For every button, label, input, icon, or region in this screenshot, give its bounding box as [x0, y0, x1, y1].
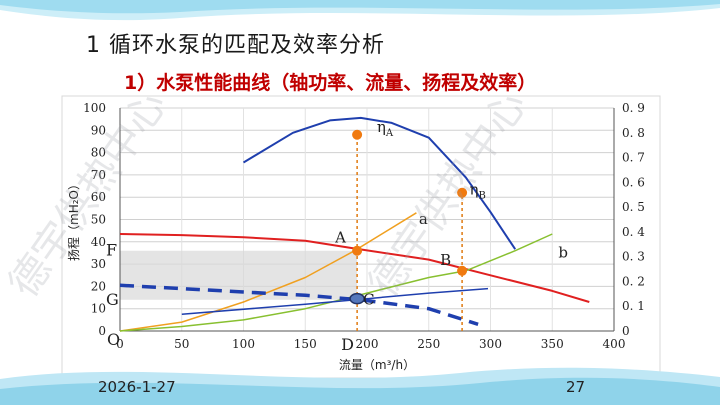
y-right-tick-label: 0. 4: [622, 225, 645, 239]
y-left-tick-label: 30: [91, 257, 106, 271]
decorative-wave-bottom: [0, 367, 720, 405]
point-label-G: G: [106, 290, 119, 309]
x-tick-label: 0: [116, 337, 124, 351]
point-label-F: F: [106, 241, 117, 260]
curve-label-b: b: [558, 243, 568, 261]
y-right-tick-label: 0. 2: [622, 274, 645, 288]
axis-layer: 0 50 100 150 200 250 300 350 4000102030405060708…: [66, 101, 645, 372]
point-label-D: D: [341, 335, 354, 354]
y-left-tick-label: 50: [91, 213, 106, 227]
chart-background: [61, 95, 661, 379]
y-right-tick-label: 0. 1: [622, 299, 645, 313]
curve-label-eta-b: ηB: [470, 181, 486, 202]
series-power-dashed: [119, 283, 479, 326]
footer-date: 2026-1-27: [98, 378, 176, 396]
series-eta: [242, 116, 517, 250]
y-left-tick-label: 70: [91, 168, 106, 182]
y-left-tick-label: 100: [83, 101, 106, 115]
point-label-A: A: [334, 229, 346, 247]
point-label-C: C: [363, 291, 374, 309]
point-C: [349, 292, 365, 305]
point-eta-B: [457, 187, 468, 198]
decorative-wave-top: [0, 0, 720, 21]
y-right-tick-label: 0. 7: [622, 151, 645, 165]
series-power-line: [181, 287, 489, 316]
x-tick-label: 400: [603, 337, 626, 351]
x-tick-label: 200: [356, 337, 379, 351]
x-axis-label: 流量（m³/h）: [339, 358, 415, 372]
slide-subheading: 1）水泵性能曲线（轴功率、流量、扬程及效率）: [124, 72, 537, 94]
y-right-tick-label: 0. 5: [622, 200, 645, 214]
point-label-B: B: [440, 251, 451, 269]
x-tick-label: 150: [294, 337, 317, 351]
slide-heading: 1 循环水泵的匹配及效率分析: [86, 33, 385, 58]
y-left-tick-label: 90: [91, 123, 106, 137]
point-eta-A: [352, 129, 363, 140]
y-left-tick-label: 40: [91, 235, 106, 249]
y-right-tick-label: 0. 9: [622, 101, 645, 115]
curve-label-a: a: [419, 210, 428, 228]
point-label-O: O: [107, 330, 120, 349]
y-left-tick-label: 60: [91, 190, 106, 204]
x-tick-label: 300: [479, 337, 502, 351]
y-left-tick-label: 20: [91, 279, 106, 293]
x-tick-label: 350: [541, 337, 564, 351]
y-left-tick-label: 0: [98, 324, 106, 338]
y-axis-label: 扬程（mH₂O）: [66, 178, 81, 261]
page-number: 27: [566, 378, 586, 396]
y-right-tick-label: 0: [622, 324, 630, 338]
y-right-tick-label: 0. 3: [622, 250, 645, 264]
curve-label-eta-a: ηA: [377, 118, 394, 139]
series-a: [119, 212, 417, 332]
label-layer: A B Ca b ηA ηB F G O D: [106, 118, 568, 354]
point-layer: [349, 129, 468, 305]
y-left-tick-label: 80: [91, 146, 106, 160]
x-tick-label: 50: [174, 337, 189, 351]
point-A: [352, 245, 363, 256]
point-B: [457, 265, 468, 276]
y-right-tick-label: 0. 8: [622, 126, 645, 140]
series-b: [119, 233, 553, 332]
y-left-tick-label: 10: [91, 302, 106, 316]
y-right-tick-label: 0. 6: [622, 175, 645, 189]
x-tick-label: 100: [232, 337, 255, 351]
x-tick-label: 250: [417, 337, 440, 351]
